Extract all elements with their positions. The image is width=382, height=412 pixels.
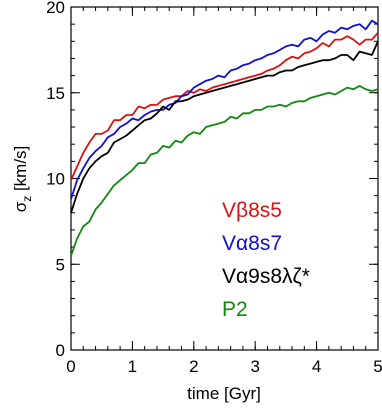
legend-entry-3: Vα9s8λζ* bbox=[222, 265, 310, 288]
series-line-1 bbox=[70, 32, 379, 181]
series-line-4 bbox=[70, 85, 379, 257]
x-tick-label: 5 bbox=[373, 357, 382, 376]
y-tick-label: 5 bbox=[56, 255, 65, 274]
series-line-2 bbox=[70, 19, 379, 200]
series-line-3 bbox=[70, 40, 379, 214]
y-axis-ticks: 0 5 10 15 20 bbox=[46, 0, 378, 360]
y-axis-label-symbol: σ bbox=[11, 201, 30, 212]
legend-entry-2: Vα8s7 bbox=[222, 232, 282, 255]
x-tick-label: 2 bbox=[189, 357, 198, 376]
series-layer bbox=[70, 19, 379, 257]
legend: Vβ8s5 Vα8s7 Vα9s8λζ* P2 bbox=[222, 199, 310, 321]
x-axis-ticks: 0 1 2 3 4 5 bbox=[66, 7, 382, 376]
legend-entry-1: Vβ8s5 bbox=[222, 199, 282, 222]
y-tick-label: 0 bbox=[56, 341, 65, 360]
y-axis-label-subscript: z bbox=[20, 196, 34, 202]
y-tick-label: 15 bbox=[46, 84, 65, 103]
x-axis-label: time [Gyr] bbox=[187, 384, 261, 403]
x-tick-label: 1 bbox=[128, 357, 137, 376]
y-tick-label: 20 bbox=[46, 0, 65, 17]
x-tick-label: 4 bbox=[312, 357, 321, 376]
x-tick-label: 0 bbox=[66, 357, 75, 376]
y-axis-label-unit: [km/s] bbox=[11, 146, 30, 196]
legend-entry-4: P2 bbox=[222, 298, 248, 321]
x-tick-label: 3 bbox=[250, 357, 259, 376]
y-axis-label: σz [km/s] bbox=[11, 146, 34, 213]
y-tick-label: 10 bbox=[46, 170, 65, 189]
